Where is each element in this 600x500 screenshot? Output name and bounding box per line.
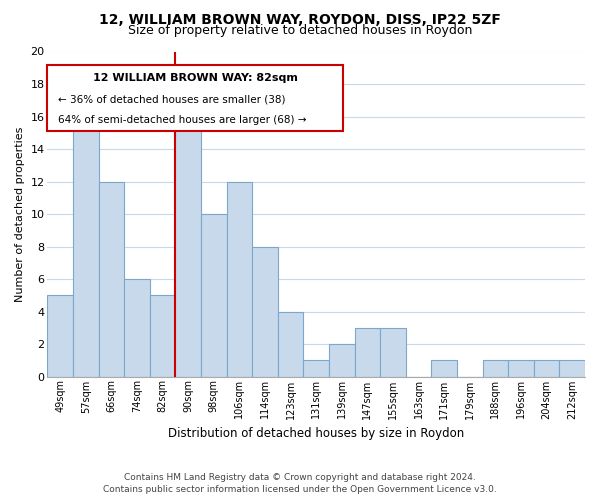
Bar bbox=[278, 312, 304, 376]
Bar bbox=[175, 116, 201, 376]
Bar bbox=[304, 360, 329, 376]
Bar bbox=[508, 360, 534, 376]
Text: ← 36% of detached houses are smaller (38): ← 36% of detached houses are smaller (38… bbox=[58, 94, 286, 104]
Text: Size of property relative to detached houses in Roydon: Size of property relative to detached ho… bbox=[128, 24, 472, 37]
Bar bbox=[355, 328, 380, 376]
Text: 12, WILLIAM BROWN WAY, ROYDON, DISS, IP22 5ZF: 12, WILLIAM BROWN WAY, ROYDON, DISS, IP2… bbox=[99, 12, 501, 26]
Bar bbox=[252, 246, 278, 376]
Bar bbox=[534, 360, 559, 376]
Bar bbox=[150, 296, 175, 376]
Bar bbox=[201, 214, 227, 376]
Bar bbox=[380, 328, 406, 376]
Text: 12 WILLIAM BROWN WAY: 82sqm: 12 WILLIAM BROWN WAY: 82sqm bbox=[93, 72, 298, 83]
FancyBboxPatch shape bbox=[47, 64, 343, 131]
X-axis label: Distribution of detached houses by size in Roydon: Distribution of detached houses by size … bbox=[168, 427, 464, 440]
Bar bbox=[73, 100, 98, 376]
Bar bbox=[329, 344, 355, 376]
Y-axis label: Number of detached properties: Number of detached properties bbox=[15, 126, 25, 302]
Bar bbox=[431, 360, 457, 376]
Bar bbox=[482, 360, 508, 376]
Bar bbox=[124, 279, 150, 376]
Bar bbox=[559, 360, 585, 376]
Bar bbox=[98, 182, 124, 376]
Bar bbox=[47, 296, 73, 376]
Text: 64% of semi-detached houses are larger (68) →: 64% of semi-detached houses are larger (… bbox=[58, 115, 307, 125]
Text: Contains HM Land Registry data © Crown copyright and database right 2024.
Contai: Contains HM Land Registry data © Crown c… bbox=[103, 473, 497, 494]
Bar bbox=[227, 182, 252, 376]
